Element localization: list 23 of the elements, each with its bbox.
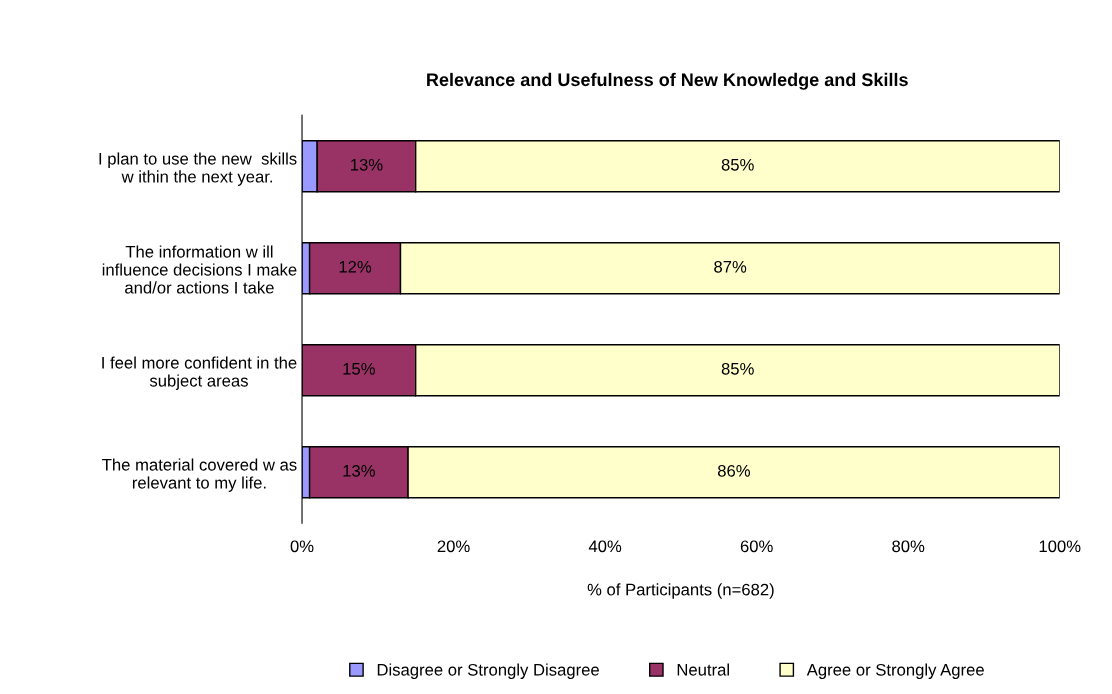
x-tick-label: 100% [1039,540,1081,553]
legend-label: Agree or Strongly Agree [806,663,984,679]
x-tick-label: 0% [290,540,314,553]
x-tick-label: 80% [892,540,925,553]
data-label: 13% [343,464,375,477]
data-label: 85% [721,158,754,171]
chart-title: Relevance and Usefulness of New Knowledge and Skills [427,72,908,90]
y-tick-label: The information w ill influence decisions I make and/or actions I take [102,245,297,294]
data-label: 12% [339,260,372,273]
x-tick-label: 20% [437,540,470,553]
data-label: 87% [714,260,747,273]
y-tick-label: I plan to use the new skills w ithin the next year. [99,152,297,186]
x-tick-label: 60% [740,540,773,553]
legend-label: Disagree or Strongly Disagree [377,663,599,679]
legend-label: Neutral [677,663,729,676]
data-label: 15% [343,362,375,375]
data-label: 85% [721,362,754,375]
y-tick-label: I feel more confident in the subject areas [102,356,297,390]
data-label: 13% [351,158,383,171]
data-label: 86% [717,464,750,477]
y-tick-label: The material covered w as relevant to my life. [102,458,297,492]
x-tick-label: 40% [588,540,622,553]
x-axis-title: % of Participants (n=682) [587,583,774,599]
